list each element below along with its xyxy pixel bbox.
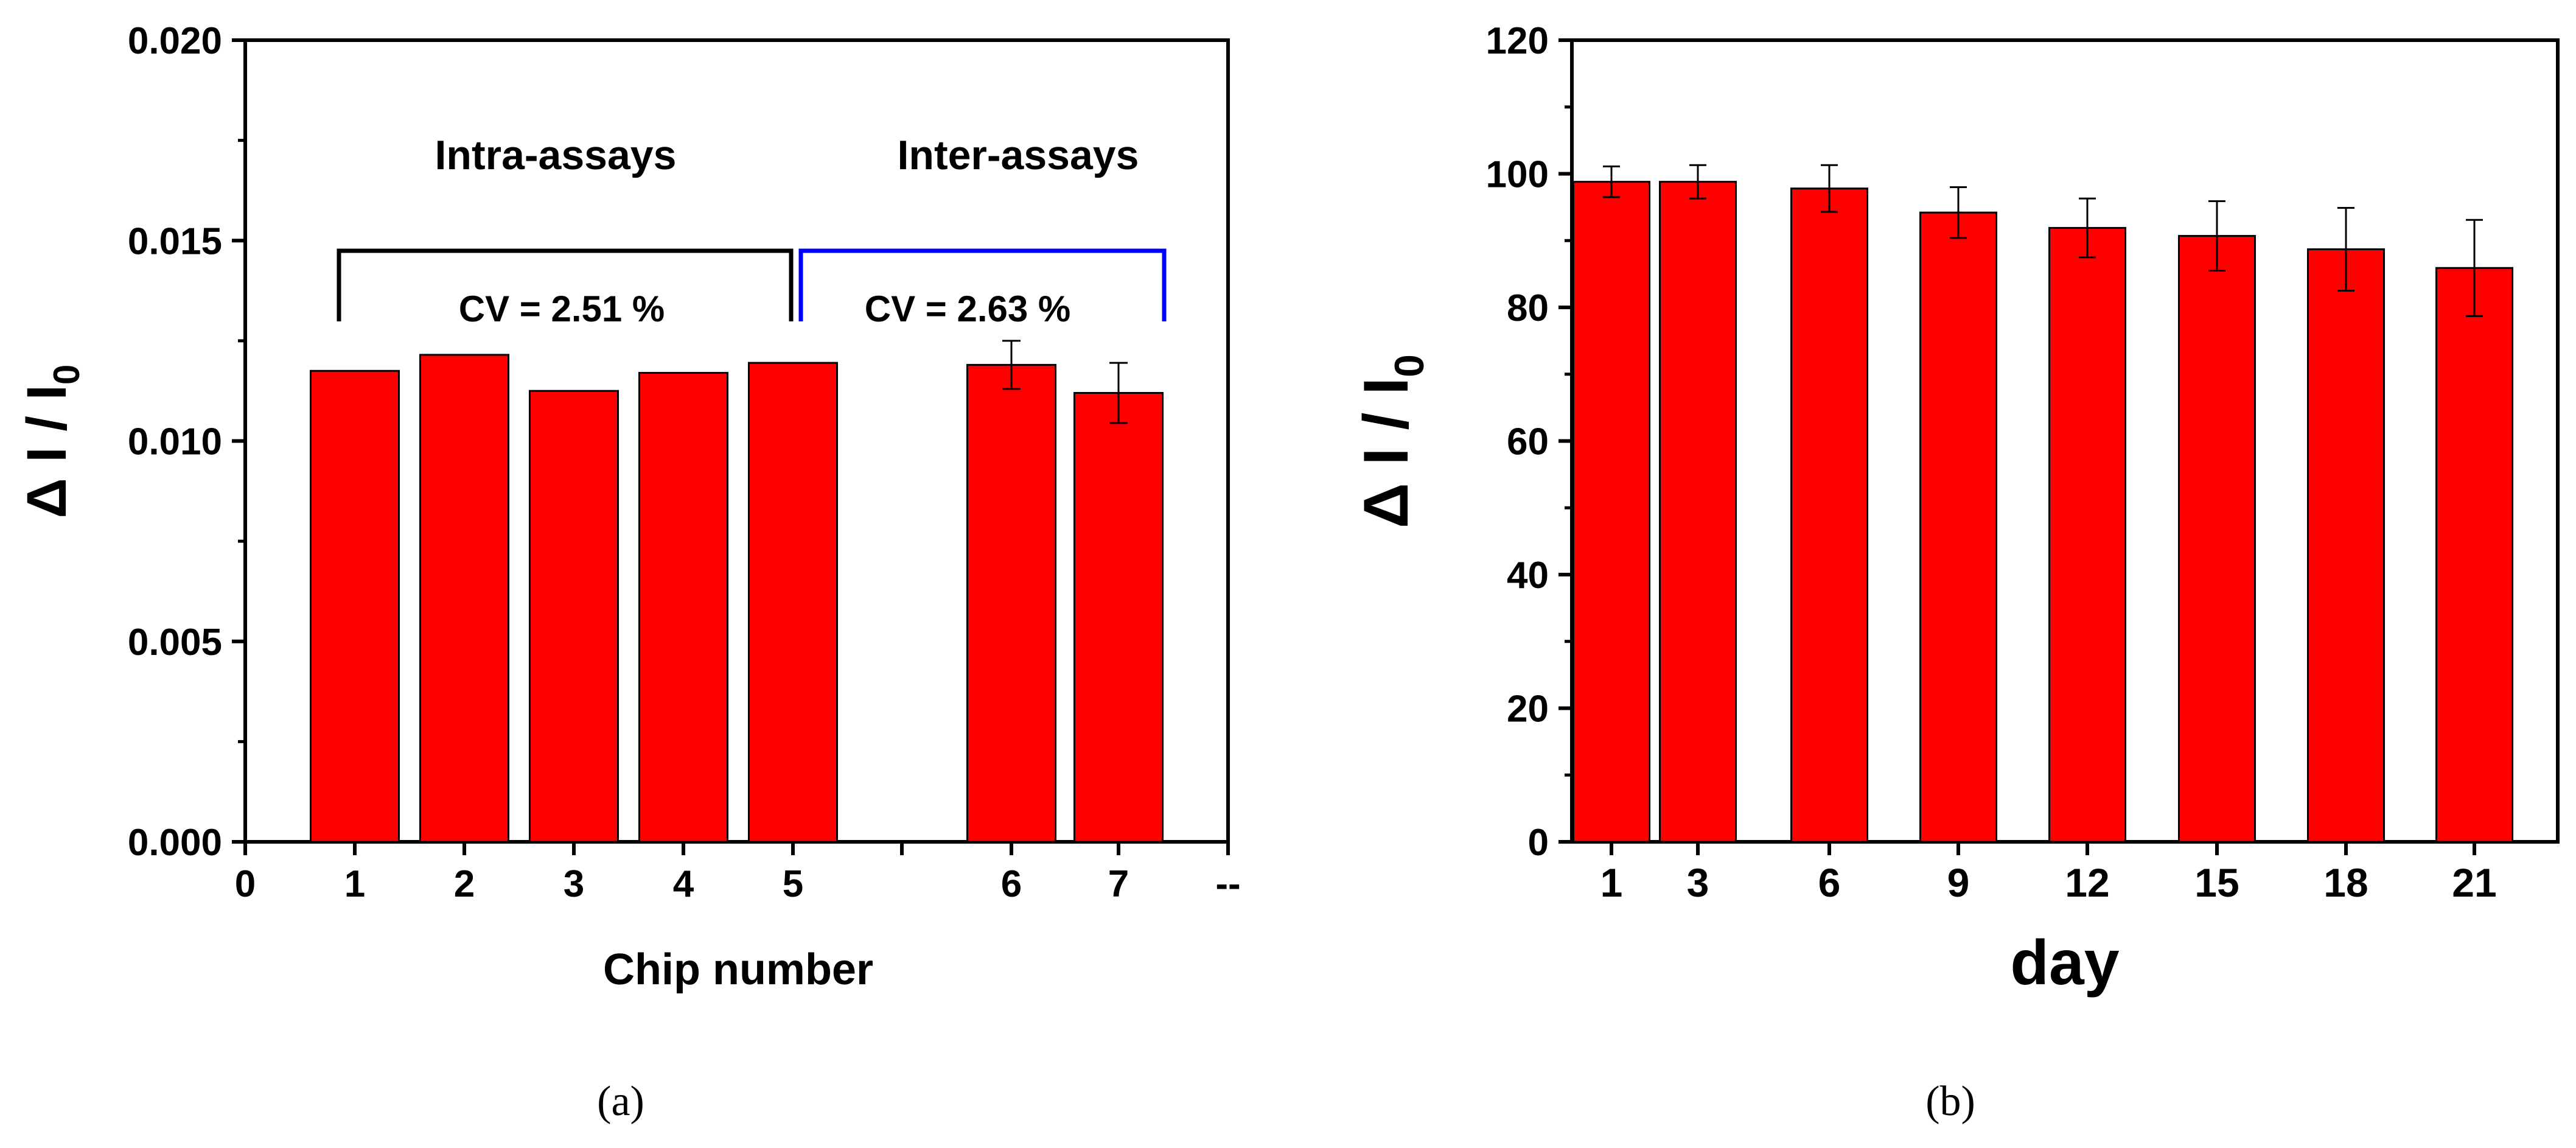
xtick-label-a: 1 <box>344 863 365 905</box>
ytick-label-b: 100 <box>1486 154 1549 196</box>
ytick-label-a: 0.010 <box>128 421 222 463</box>
bar-b-day-12 <box>2048 226 2126 843</box>
bar-b-day-9 <box>1919 211 1997 843</box>
ytick-label-a: 0.000 <box>128 822 222 864</box>
xtick-label-b: 3 <box>1687 860 1709 905</box>
inter-assays-bracket <box>798 248 1167 321</box>
xtick-label-a: 0 <box>235 863 256 905</box>
ytick-label-b: 0 <box>1528 822 1549 864</box>
xtick-label-a: 6 <box>1001 863 1022 905</box>
bar-a-3 <box>529 390 619 843</box>
xtick-label-b: 12 <box>2065 860 2109 905</box>
bar-b-day-15 <box>2178 235 2256 843</box>
ytick-label-b: 60 <box>1507 421 1549 463</box>
ytick-label-a: 0.015 <box>128 220 222 262</box>
xtick-label-b: 21 <box>2452 860 2496 905</box>
xtick-label-a: 2 <box>454 863 475 905</box>
inter-cv-label: CV = 2.63 % <box>865 289 1071 329</box>
panel-label-b: (b) <box>1925 1078 1975 1125</box>
xtick-label-b: 1 <box>1600 860 1623 905</box>
xtick-label-a: -- <box>1215 863 1240 905</box>
xtick-label-a: 4 <box>673 863 694 905</box>
xtick-label-b: 15 <box>2194 860 2239 905</box>
y-axis-title-b: Δ I / I0 <box>1351 354 1433 528</box>
xtick-label-a: 7 <box>1108 863 1129 905</box>
bar-a-7 <box>1073 391 1164 843</box>
bar-a-1 <box>310 369 400 843</box>
inter-assays-label: Inter-assays <box>898 132 1139 178</box>
bar-a-4 <box>638 372 728 843</box>
x-axis-title-b: day <box>2010 928 2119 998</box>
xtick-label-b: 18 <box>2323 860 2368 905</box>
bar-a-6 <box>966 363 1056 843</box>
ytick-label-b: 40 <box>1507 555 1549 597</box>
xtick-label-b: 6 <box>1818 860 1841 905</box>
bar-b-day-6 <box>1790 187 1868 843</box>
ytick-label-a: 0.005 <box>128 621 222 663</box>
intra-cv-label: CV = 2.51 % <box>459 289 665 329</box>
bar-b-day-1 <box>1572 181 1650 843</box>
bar-b-day-18 <box>2307 248 2385 843</box>
chart-panel-a: 0.000 0.005 0.010 0.015 0.020 0 1 2 3 4 5 6 7 -- Chip … <box>16 20 1241 1125</box>
panel-label-a: (a) <box>597 1078 644 1125</box>
ytick-label-b: 120 <box>1486 20 1549 62</box>
intra-assays-label: Intra-assays <box>435 132 677 178</box>
xtick-label-b: 9 <box>1947 860 1970 905</box>
xtick-label-a: 5 <box>783 863 803 905</box>
bar-b-day-21 <box>2435 267 2513 843</box>
ytick-label-a: 0.020 <box>128 20 222 62</box>
bar-a-5 <box>748 362 838 843</box>
xtick-label-a: 3 <box>564 863 584 905</box>
intra-assays-bracket <box>337 248 794 321</box>
ytick-label-b: 20 <box>1507 688 1549 730</box>
bar-b-day-3 <box>1659 181 1737 843</box>
chart-panel-b: 0 20 40 60 80 100 120 1 3 6 9 12 15 18 21 day Δ I / I0 (b… <box>1351 20 2560 1125</box>
bar-a-2 <box>419 354 509 843</box>
ytick-label-b: 80 <box>1507 287 1549 329</box>
x-axis-title-a: Chip number <box>603 945 873 994</box>
y-axis-title-a: Δ I / I0 <box>16 365 87 519</box>
